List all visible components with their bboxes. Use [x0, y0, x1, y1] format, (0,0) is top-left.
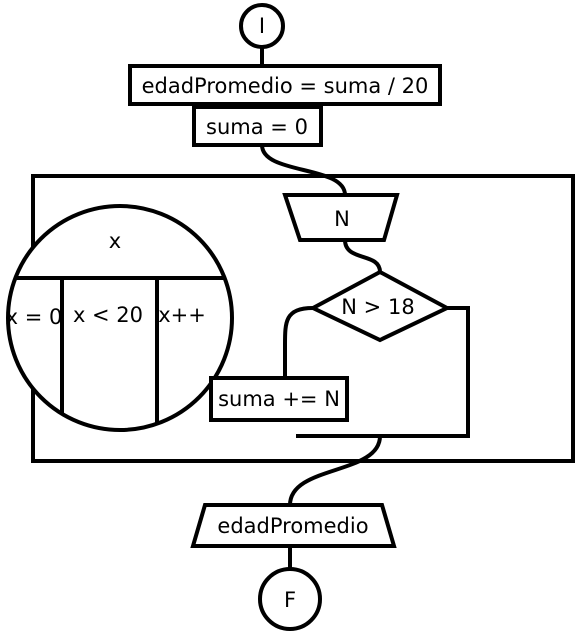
output-shape	[190, 503, 397, 548]
output-label: edadPromedio	[217, 514, 368, 538]
start-label: I	[259, 14, 265, 38]
connector-init-to-input	[260, 144, 347, 196]
loop-init-label: x = 0	[6, 305, 63, 329]
accumulate-box	[209, 376, 349, 422]
input-n-shape	[282, 193, 400, 242]
end-terminal	[258, 567, 322, 631]
loop-variable-label: x	[109, 229, 121, 253]
assign-average-box	[128, 64, 442, 106]
start-terminal	[239, 3, 285, 49]
for-loop-symbol: x x = 0 x < 20 x++	[6, 204, 234, 432]
connector-decision-true-branch	[283, 306, 314, 378]
assign-average-label: edadPromedio = suma / 20	[142, 74, 429, 98]
decision-label: N > 18	[341, 295, 414, 319]
loop-condition-label: x < 20	[73, 303, 143, 327]
init-sum-box	[192, 105, 323, 147]
accumulate-label: suma += N	[218, 387, 340, 411]
input-n-label: N	[334, 207, 350, 231]
connector-merge-to-output	[288, 435, 382, 506]
end-label: F	[284, 588, 296, 612]
init-sum-label: suma = 0	[206, 115, 308, 139]
loop-increment-label: x++	[158, 303, 206, 327]
decision-diamond	[308, 269, 452, 343]
connector-input-to-decision	[343, 239, 382, 273]
